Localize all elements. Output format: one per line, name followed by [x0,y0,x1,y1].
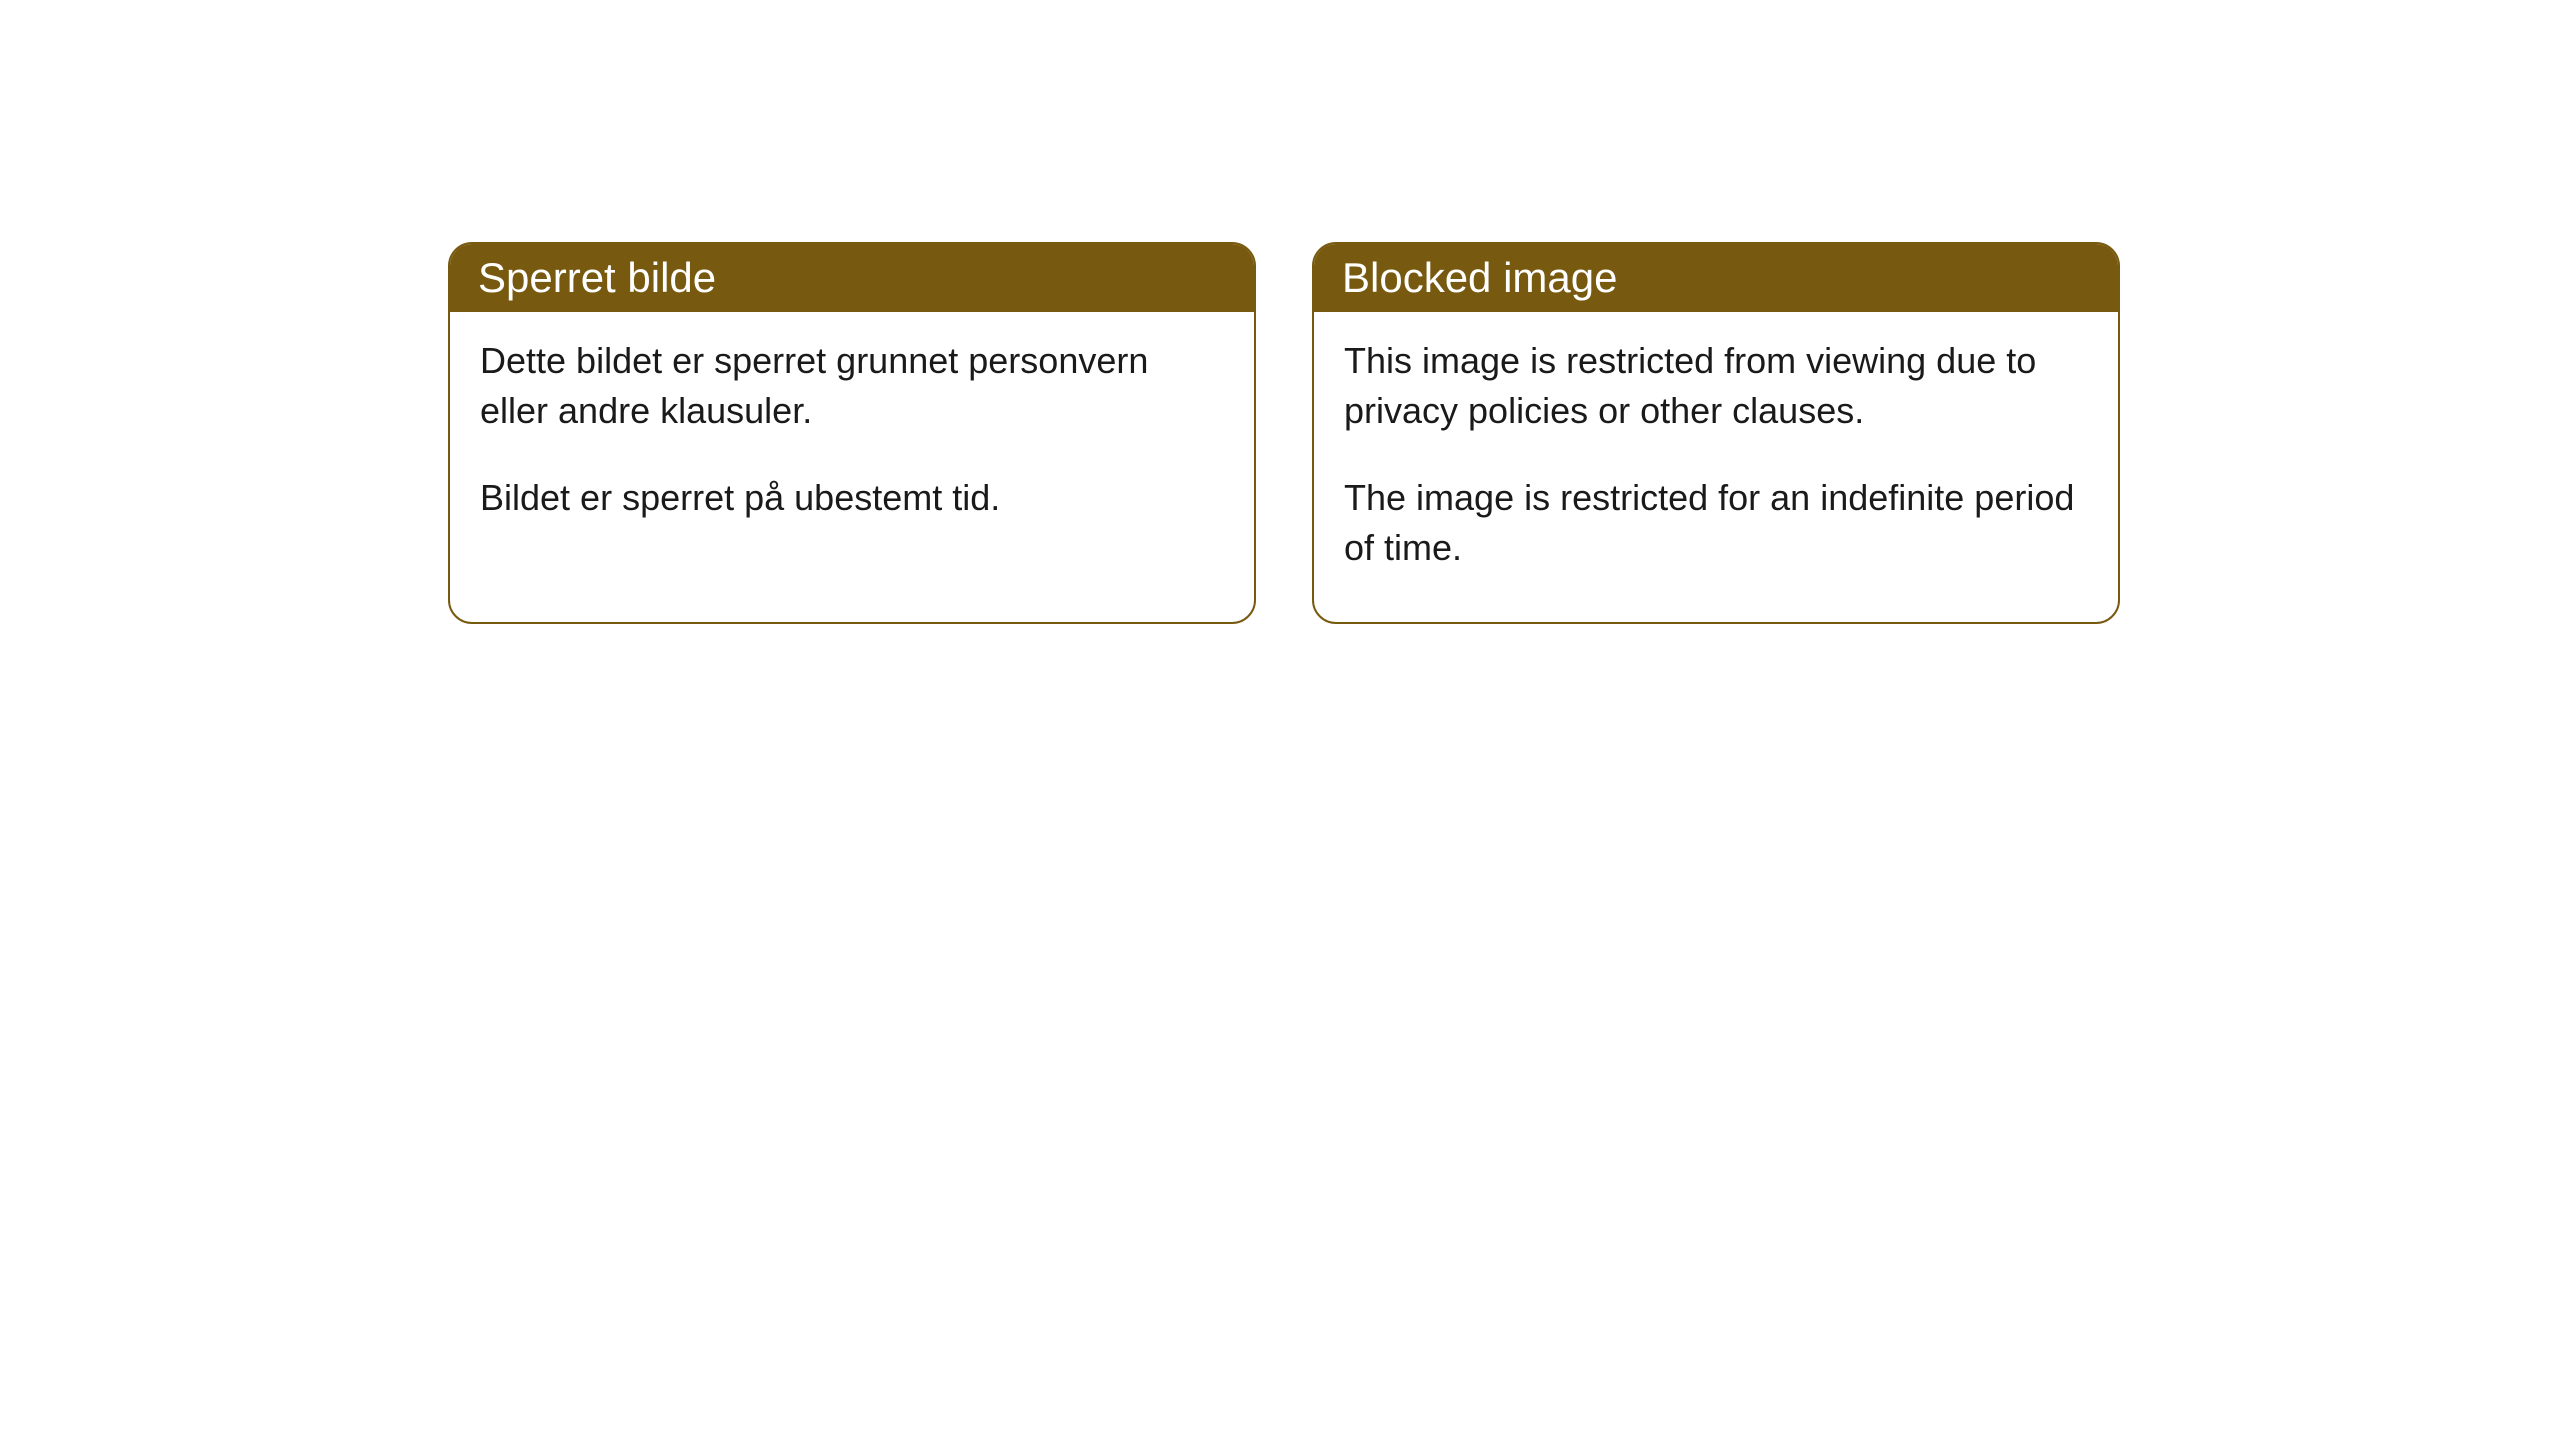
card-title: Blocked image [1342,254,1617,301]
card-title: Sperret bilde [478,254,716,301]
card-paragraph: The image is restricted for an indefinit… [1344,473,2088,574]
blocked-image-card-norwegian: Sperret bilde Dette bildet er sperret gr… [448,242,1256,624]
card-paragraph: This image is restricted from viewing du… [1344,336,2088,437]
card-paragraph: Bildet er sperret på ubestemt tid. [480,473,1224,523]
card-paragraph: Dette bildet er sperret grunnet personve… [480,336,1224,437]
card-body: Dette bildet er sperret grunnet personve… [450,312,1254,571]
card-body: This image is restricted from viewing du… [1314,312,2118,622]
card-header: Sperret bilde [450,244,1254,312]
blocked-image-card-english: Blocked image This image is restricted f… [1312,242,2120,624]
cards-container: Sperret bilde Dette bildet er sperret gr… [0,0,2560,624]
card-header: Blocked image [1314,244,2118,312]
